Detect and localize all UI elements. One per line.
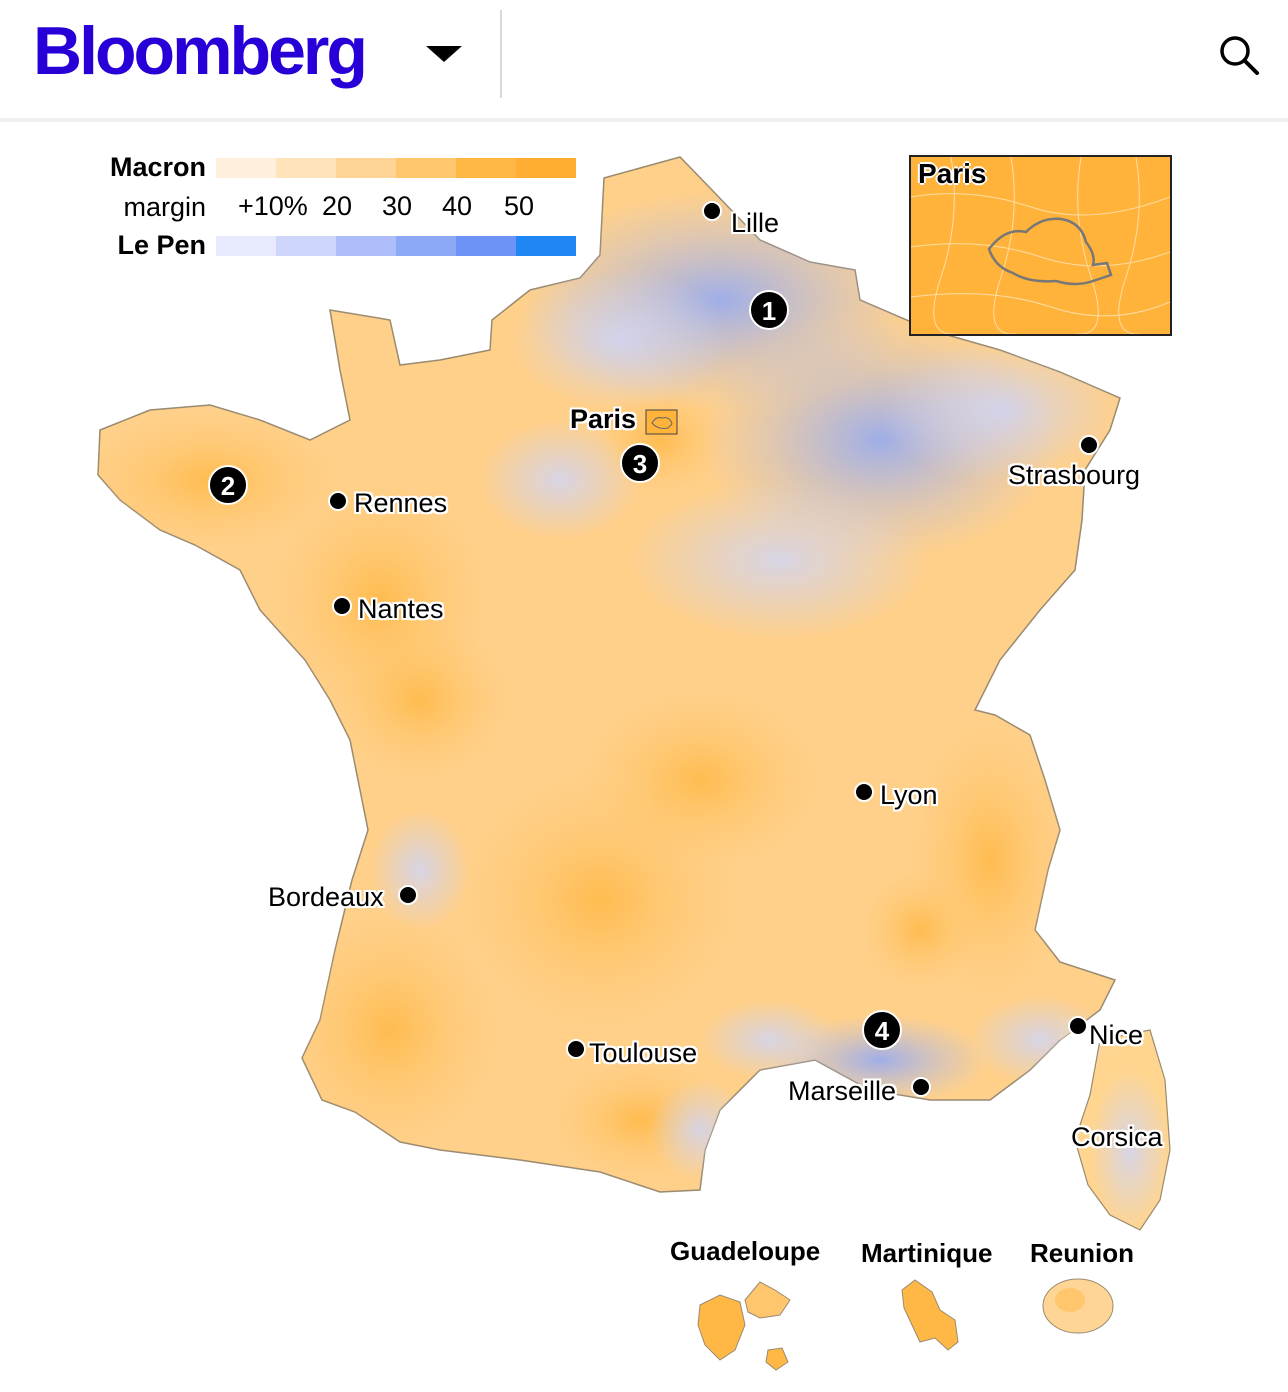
paris-inset [909, 155, 1172, 336]
svg-text:2: 2 [221, 471, 235, 501]
svg-text:1: 1 [762, 296, 776, 326]
territory-label-reunion: Reunion [1030, 1238, 1134, 1268]
city-dot-bordeaux [398, 885, 418, 905]
city-dot-marseille [911, 1077, 931, 1097]
legend-lepen-swatch [216, 236, 276, 256]
marker-3: 3 [620, 443, 660, 483]
legend-macron-swatch [276, 158, 336, 178]
reunion-shape [1042, 1278, 1114, 1334]
legend-tick: +10% [238, 191, 308, 221]
city-label-lille: Lille [731, 208, 780, 238]
city-dots [328, 201, 1099, 1097]
svg-text:4: 4 [875, 1016, 890, 1046]
city-label-strasbourg: Strasbourg [1008, 460, 1141, 490]
legend-tick: 40 [442, 191, 473, 221]
france-mainland [97, 156, 1171, 1231]
territory-label-guadeloupe: Guadeloupe [670, 1236, 821, 1266]
city-dot-nice [1068, 1016, 1088, 1036]
legend-lepen-swatch [516, 236, 576, 256]
city-label-nantes: Nantes [358, 594, 444, 624]
legend-margin-label: margin [123, 192, 206, 222]
legend-tick: 30 [382, 191, 413, 221]
city-dot-rennes [328, 491, 348, 511]
marker-2: 2 [208, 465, 248, 505]
legend-macron-swatch [336, 158, 396, 178]
legend-lepen-label: Le Pen [117, 230, 206, 260]
corsica-outline [1074, 1029, 1171, 1231]
legend-macron-swatch [216, 158, 276, 178]
legend-macron-swatch [456, 158, 516, 178]
legend-macron-label: Macron [109, 152, 206, 182]
city-dot-lyon [854, 782, 874, 802]
legend-tick: 20 [322, 191, 353, 221]
legend-tick: 50 [504, 191, 535, 221]
header-divider [500, 10, 502, 98]
legend-lepen-swatch [276, 236, 336, 256]
city-dot-strasbourg [1079, 435, 1099, 455]
city-label-toulouse: Toulouse [589, 1038, 698, 1068]
bloomberg-logo[interactable]: Bloomberg [33, 13, 368, 89]
marker-4: 4 [862, 1010, 902, 1050]
svg-text:3: 3 [633, 449, 647, 479]
paris-city-outline [987, 217, 1113, 286]
legend-lepen-swatch [456, 236, 516, 256]
legend-macron-swatch [516, 158, 576, 178]
legend-lepen-swatch [336, 236, 396, 256]
paris-inset-title: Paris [918, 158, 987, 189]
city-dot-nantes [332, 596, 352, 616]
header-rule [0, 118, 1288, 122]
marker-1: 1 [749, 290, 789, 330]
territory-label-martinique: Martinique [861, 1238, 993, 1268]
guadeloupe-shape [697, 1281, 791, 1371]
city-label-bordeaux: Bordeaux [268, 882, 384, 912]
city-label-nice: Nice [1089, 1020, 1144, 1050]
martinique-shape [901, 1279, 959, 1351]
legend-lepen-swatch [396, 236, 456, 256]
paris-label: Paris [570, 404, 637, 434]
paris-locator-box [645, 409, 678, 435]
city-label-rennes: Rennes [354, 488, 448, 518]
corsica-label: Corsica [1071, 1122, 1163, 1152]
city-dot-toulouse [566, 1039, 586, 1059]
search-icon[interactable] [1214, 30, 1264, 80]
chevron-down-icon[interactable] [418, 36, 470, 72]
city-label-lyon: Lyon [880, 780, 938, 810]
city-label-marseille: Marseille [788, 1076, 897, 1106]
header: Bloomberg [0, 0, 1288, 118]
legend-macron-swatch [396, 158, 456, 178]
city-dot-lille [702, 201, 722, 221]
